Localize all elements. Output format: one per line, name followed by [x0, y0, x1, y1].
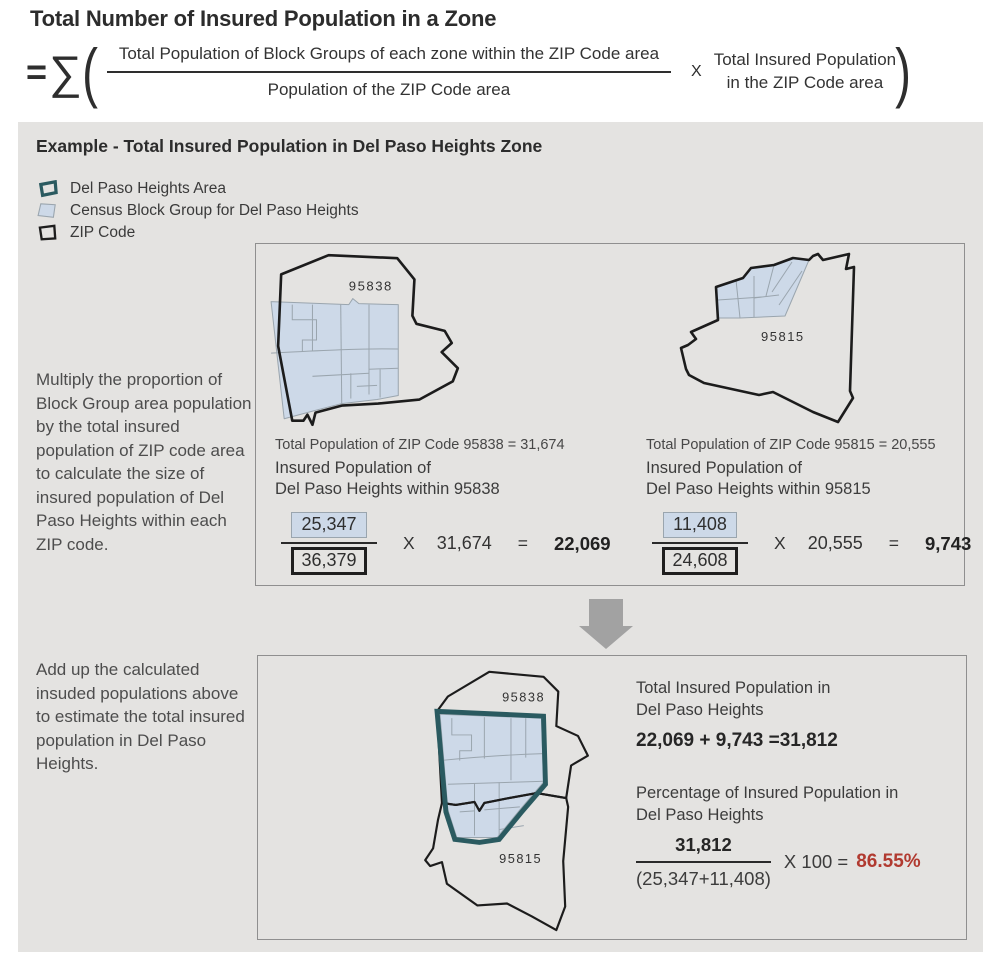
down-arrow-icon: [579, 599, 633, 649]
zip-population-value: 24,608: [662, 547, 738, 575]
zip-95838-insured-heading: Insured Population of Del Paso Heights w…: [275, 458, 615, 500]
total-insured-line-2: Del Paso Heights: [636, 700, 764, 719]
zip-95815-map-label: 95815: [761, 329, 805, 344]
percentage-numerator: 31,812: [675, 834, 732, 855]
legend-label-block-group: Census Block Group for Del Paso Heights: [70, 202, 359, 219]
percentage-result: 86.55%: [856, 851, 921, 872]
fraction: 25,347 36,379: [281, 512, 377, 575]
percentage-line-2: Del Paso Heights: [636, 805, 764, 824]
step2-panel: 95838 95815 Total Insured Population in …: [257, 655, 967, 940]
multiply-sign: X: [774, 533, 786, 553]
zip-95838-map-label: 95838: [349, 279, 393, 294]
zip-95838-total-population: Total Population of ZIP Code 95838 = 31,…: [275, 437, 565, 453]
legend-item-zone: Del Paso Heights Area: [37, 178, 359, 200]
step1-panel: 95838 95815 Total Population of ZIP Code…: [255, 243, 971, 586]
arrow-shaft: [589, 599, 623, 626]
block-group-population-value: 11,408: [663, 512, 737, 538]
insured-line-2: Del Paso Heights within 95815: [646, 480, 871, 498]
zip-95815-map-label: 95815: [499, 851, 542, 866]
legend-label-zip: ZIP Code: [70, 224, 136, 241]
formula: = ∑ ( Total Population of Block Groups o…: [26, 35, 912, 109]
percentage-equation: 31,812 (25,347+11,408) X 100 = 86.55%: [636, 834, 921, 890]
zone-outline-icon: [38, 180, 58, 198]
fraction: 11,408 24,608: [652, 512, 748, 575]
block-group-swatch-icon: [37, 203, 56, 218]
legend: Del Paso Heights Area Census Block Group…: [37, 178, 359, 244]
example-heading: Example - Total Insured Population in De…: [36, 136, 543, 156]
block-group-population-value: 25,347: [291, 512, 367, 538]
page-title: Total Number of Insured Population in a …: [30, 6, 497, 31]
zip-95815-map: 95815: [679, 252, 856, 424]
equals-sign: =: [26, 51, 48, 93]
fraction-line: [281, 542, 377, 544]
equals-sign: =: [888, 533, 899, 553]
formula-factor: Total Insured Population in the ZIP Code…: [714, 49, 896, 95]
total-insured-line-1: Total Insured Population in: [636, 679, 831, 697]
insured-line-1: Insured Population of: [646, 459, 802, 477]
sigma-icon: ∑: [49, 46, 82, 99]
factor-line-2: in the ZIP Code area: [726, 73, 884, 93]
zip-population-value: 36,379: [291, 547, 367, 575]
result-value: 22,069: [553, 532, 611, 554]
zip-95815-insured-heading: Insured Population of Del Paso Heights w…: [646, 458, 961, 500]
percentage-denominator: (25,347+11,408): [636, 861, 771, 890]
insured-line-1: Insured Population of: [275, 459, 431, 477]
multiply-sign: X: [403, 533, 415, 553]
step2-description: Add up the calculated insuded population…: [36, 660, 245, 773]
formula-denominator: Population of the ZIP Code area: [267, 80, 511, 100]
equals-sign: =: [517, 533, 528, 553]
multiply-sign: X: [691, 63, 702, 81]
zip-outline-icon: [38, 224, 57, 241]
zip-95815-calculation: Total Population of ZIP Code 95815 = 20,…: [646, 437, 971, 575]
step1-description: Multiply the proportion of Block Group a…: [36, 370, 252, 554]
example-section: Example - Total Insured Population in De…: [18, 122, 983, 952]
open-paren: (: [81, 35, 98, 109]
total-insured-equation: 22,069 + 9,743 =31,812: [636, 730, 838, 751]
zip-95838-calculation: Total Population of ZIP Code 95838 = 31,…: [275, 437, 615, 575]
zip-95815-total-population: Total Population of ZIP Code 95815 = 20,…: [646, 437, 936, 453]
insured-factor-value: 31,674: [436, 533, 492, 553]
insured-factor-value: 20,555: [807, 533, 863, 553]
zip-95815-equation: 11,408 24,608 X 20,555 = 9,743: [646, 512, 971, 575]
legend-item-zip: ZIP Code: [37, 222, 359, 244]
result-value: 9,743: [924, 532, 972, 554]
arrow-head: [579, 626, 633, 649]
formula-numerator: Total Population of Block Groups of each…: [106, 44, 672, 74]
combined-zone-map: 95838 95815: [424, 670, 589, 932]
legend-label-zone: Del Paso Heights Area: [70, 180, 226, 197]
insured-line-2: Del Paso Heights within 95838: [275, 480, 500, 498]
zip-95838-map-label: 95838: [502, 689, 545, 704]
zip-95838-equation: 25,347 36,379 X 31,674 = 22,069: [275, 512, 615, 575]
formula-fraction: Total Population of Block Groups of each…: [106, 44, 672, 100]
step2-summary: Total Insured Population in Del Paso Hei…: [636, 678, 921, 890]
close-paren: ): [895, 35, 912, 109]
percentage-line-1: Percentage of Insured Population in: [636, 784, 899, 802]
percentage-fraction: 31,812 (25,347+11,408): [636, 834, 771, 890]
percentage-multiplier: X 100 =: [783, 851, 849, 872]
factor-line-1: Total Insured Population: [713, 50, 897, 70]
legend-item-block-group: Census Block Group for Del Paso Heights: [37, 200, 359, 222]
zip-95838-map: 95838: [270, 253, 460, 427]
fraction-line: [652, 542, 748, 544]
